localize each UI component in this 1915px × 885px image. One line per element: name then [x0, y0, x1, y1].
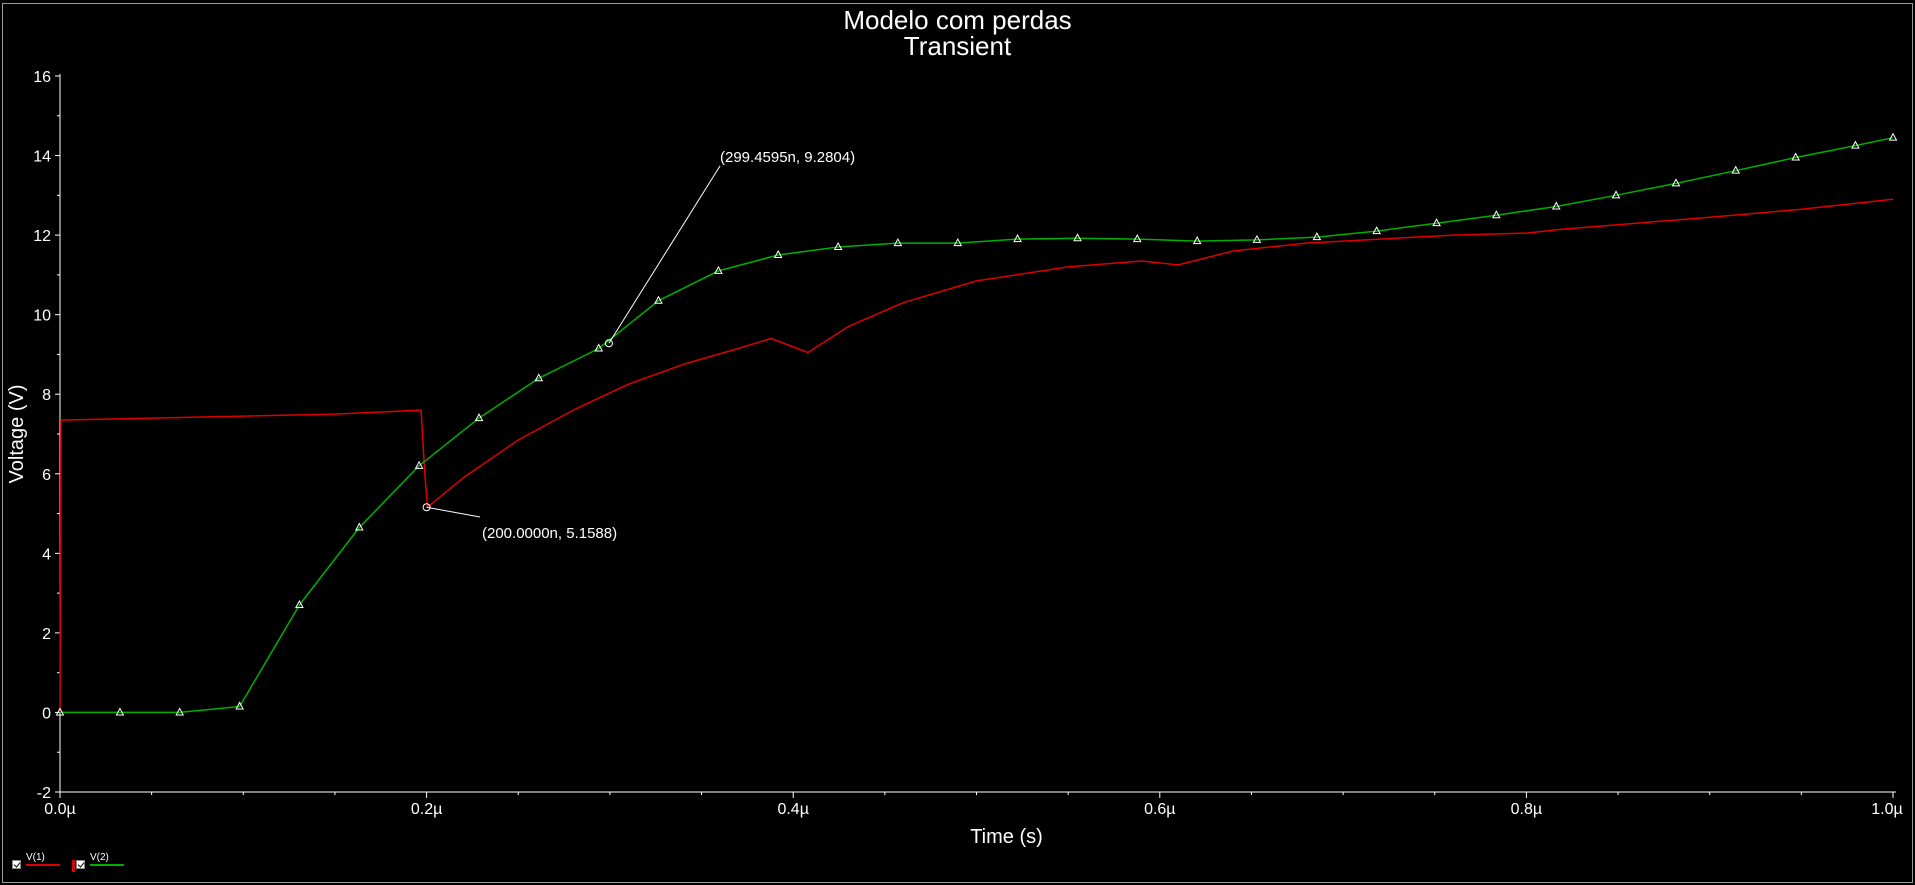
x-tick-label: 0.8µ [1511, 801, 1542, 818]
x-axis-label: Time (s) [970, 826, 1043, 848]
data-point [354, 522, 364, 531]
data-point [1671, 178, 1681, 187]
axes: -2 0 2 4 6 8 10 12 14 16 0.0µ 0.2µ 0.4µ 0.6µ 0.8µ 1.0µ T… [6, 69, 1903, 848]
data-point [1192, 236, 1202, 245]
chart-title: Modelo com perdas [843, 5, 1072, 35]
series-v2 [55, 132, 1898, 716]
annotation-leader [608, 165, 721, 344]
annotation-marker [604, 339, 613, 348]
data-point [414, 460, 424, 469]
legend-separator [72, 860, 75, 872]
legend-checkbox-v1[interactable] [12, 860, 21, 869]
data-point [1851, 140, 1860, 149]
y-tick-label: 16 [33, 69, 51, 86]
legend-swatch-v1 [26, 864, 60, 866]
annotation-layer: (299.4595n, 9.2804) (200.0000n, 5.1588) [422, 149, 855, 542]
data-point [714, 265, 723, 274]
annotation-label: (200.0000n, 5.1588) [482, 525, 617, 542]
data-point [1791, 152, 1801, 161]
y-tick-label: 8 [42, 387, 51, 404]
data-point [1013, 234, 1022, 243]
data-point [175, 707, 185, 716]
data-point [1312, 232, 1322, 241]
annotation-marker [422, 503, 431, 512]
data-point [55, 707, 65, 716]
legend-checkbox-v2[interactable] [76, 860, 85, 869]
y-tick-label: 2 [42, 626, 51, 643]
annotation-label: (299.4595n, 9.2804) [720, 149, 855, 166]
data-point [1731, 165, 1741, 174]
data-point [953, 238, 963, 247]
x-tick-label: 0.0µ [44, 801, 75, 818]
data-point [594, 343, 604, 352]
x-tick-label: 0.2µ [411, 801, 442, 818]
chart-subtitle: Transient [903, 31, 1012, 61]
x-tick-label: 0.6µ [1144, 801, 1175, 818]
data-point [1432, 218, 1441, 227]
data-point [893, 238, 903, 247]
series-v1 [59, 198, 1894, 713]
data-point [115, 707, 125, 716]
data-point [1372, 226, 1381, 235]
legend-label-v1: V(1) [26, 852, 45, 863]
data-point [1611, 190, 1621, 199]
y-tick-label: 12 [33, 228, 51, 245]
y-tick-label: 10 [33, 308, 51, 325]
y-tick-label: 0 [42, 705, 51, 722]
y-tick-label: 4 [42, 546, 51, 563]
legend-label-v2: V(2) [90, 852, 109, 863]
y-tick-label: -2 [37, 785, 51, 802]
x-tick-label: 1.0µ [1871, 801, 1902, 818]
data-point [474, 413, 484, 422]
series-line-V(1) [59, 198, 1894, 713]
annotation-leader [426, 506, 481, 518]
series-line-V(2) [60, 136, 1894, 714]
data-point [235, 701, 244, 710]
data-point [654, 295, 663, 304]
data-point [1888, 132, 1898, 141]
data-point [1132, 234, 1142, 243]
y-tick-label: 14 [33, 149, 51, 166]
y-axis-label: Voltage (V) [6, 385, 28, 484]
data-point [1252, 234, 1262, 243]
y-tick-label: 6 [42, 467, 51, 484]
data-point [1073, 233, 1082, 242]
data-point [1551, 201, 1561, 210]
data-point [1492, 210, 1501, 219]
legend-swatch-v2 [90, 864, 124, 866]
data-point [295, 599, 304, 609]
data-point [773, 249, 783, 258]
data-point [534, 373, 544, 382]
data-point [833, 241, 843, 251]
x-tick-label: 0.4µ [777, 801, 808, 818]
series-layer [55, 132, 1898, 716]
